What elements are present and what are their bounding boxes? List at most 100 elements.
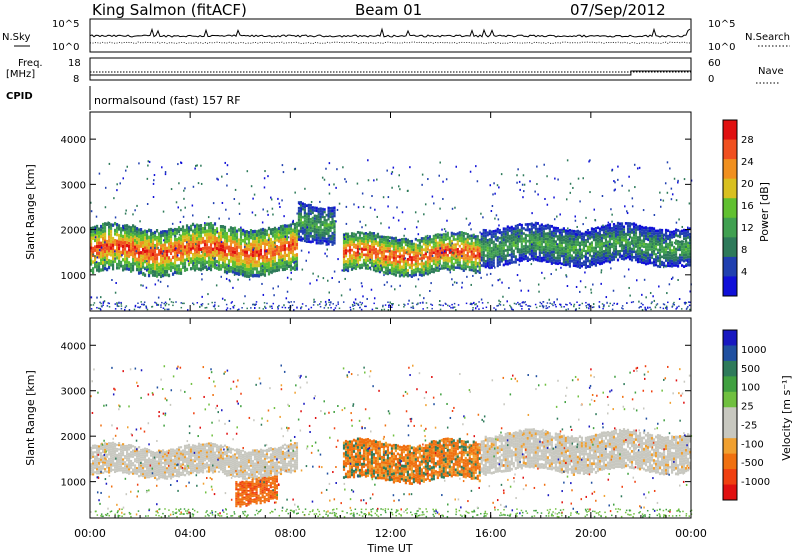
heatmap-cell (279, 265, 283, 269)
heatmap-cell (105, 267, 109, 272)
heatmap-cell (205, 250, 209, 254)
heatmap-cell (229, 239, 233, 243)
heatmap-cell (380, 250, 384, 254)
heatmap-cell (620, 235, 624, 239)
heatmap-cell (652, 258, 656, 261)
heatmap-cell (440, 267, 443, 270)
heatmap-cell (388, 255, 392, 258)
heatmap-cell (263, 252, 267, 257)
heatmap-cell (233, 230, 237, 234)
heatmap-cell (251, 236, 255, 241)
heatmap-cell (239, 258, 243, 262)
heatmap-cell (209, 225, 213, 230)
heatmap-cell (554, 226, 557, 230)
heatmap-cell (436, 241, 439, 245)
heatmap-cell (606, 224, 610, 227)
heatmap-cell (556, 227, 559, 230)
heatmap-cell (169, 244, 173, 249)
heatmap-cell (558, 239, 561, 242)
heatmap-cell (368, 236, 372, 240)
heatmap-cell (311, 221, 314, 225)
heatmap-cell (129, 226, 133, 230)
heatmap-cell (221, 241, 225, 245)
heatmap-cell (179, 241, 183, 245)
heatmap-cell (277, 258, 281, 262)
heatmap-cell (344, 232, 348, 236)
heatmap-cell (516, 247, 519, 251)
heatmap-cell (267, 240, 271, 245)
heatmap-speck (192, 262, 195, 265)
heatmap-speck (468, 223, 470, 226)
heatmap-cell (462, 254, 465, 258)
heatmap-cell (107, 228, 111, 233)
heatmap-cell (227, 262, 231, 267)
heatmap-cell (273, 262, 277, 266)
heatmap-speck (688, 202, 691, 205)
heatmap-cell (173, 264, 177, 268)
heatmap-cell (674, 255, 678, 259)
heatmap-cell (426, 245, 429, 248)
heatmap-speck (500, 173, 503, 176)
heatmap-cell (117, 224, 121, 228)
heatmap-cell (674, 242, 678, 245)
heatmap-cell (267, 237, 271, 241)
heatmap-cell (656, 256, 660, 260)
heatmap-cell (542, 245, 545, 249)
heatmap-cell (235, 258, 239, 263)
heatmap-cell (640, 225, 644, 229)
heatmap-cell (277, 261, 281, 266)
heatmap-cell (113, 449, 117, 452)
heatmap-cell (534, 258, 537, 261)
heatmap-cell (255, 267, 259, 271)
heatmap-cell (177, 240, 181, 244)
heatmap-cell (532, 223, 535, 227)
heatmap-cell (570, 235, 574, 238)
heatmap-cell (566, 238, 569, 241)
heatmap-cell (129, 229, 133, 233)
heatmap-cell (95, 231, 99, 235)
heatmap-cell (137, 238, 141, 242)
heatmap-cell (444, 258, 447, 262)
heatmap-cell (179, 271, 183, 275)
heatmap-cell (506, 248, 509, 252)
heatmap-cell (686, 241, 690, 245)
heatmap-cell (404, 237, 407, 241)
heatmap-cell (123, 250, 127, 254)
heatmap-cell (540, 248, 543, 252)
heatmap-cell (464, 264, 467, 268)
heatmap-cell (177, 226, 181, 230)
heatmap-cell (303, 217, 306, 220)
heatmap-cell (135, 233, 139, 238)
heatmap-cell (111, 260, 115, 264)
heatmap-speck (301, 239, 303, 242)
heatmap-cell (131, 237, 135, 242)
heatmap-cell (131, 257, 135, 262)
heatmap-cell (610, 232, 614, 235)
heatmap-speck (327, 279, 329, 282)
heatmap-cell (652, 260, 656, 264)
heatmap-cell (372, 260, 376, 263)
heatmap-cell (303, 222, 306, 226)
heatmap-cell (642, 226, 646, 230)
heatmap-cell (664, 259, 668, 262)
heatmap-speck (162, 210, 165, 213)
heatmap-cell (502, 244, 505, 247)
heatmap-cell (660, 255, 664, 259)
heatmap-cell (502, 241, 505, 245)
heatmap-cell (466, 262, 469, 266)
heatmap-cell (273, 236, 277, 240)
heatmap-cell (305, 234, 308, 238)
heatmap-cell (315, 228, 318, 231)
heatmap-cell (195, 243, 199, 247)
heatmap-cell (281, 267, 285, 272)
heatmap-speck (510, 307, 513, 309)
heatmap-cell (159, 230, 163, 235)
heatmap-cell (229, 242, 233, 247)
heatmap-cell (163, 246, 167, 250)
heatmap-cell (141, 230, 145, 235)
heatmap-cell (183, 232, 187, 236)
heatmap-cell (101, 455, 105, 458)
heatmap-cell (97, 472, 101, 475)
heatmap-speck (391, 306, 393, 308)
